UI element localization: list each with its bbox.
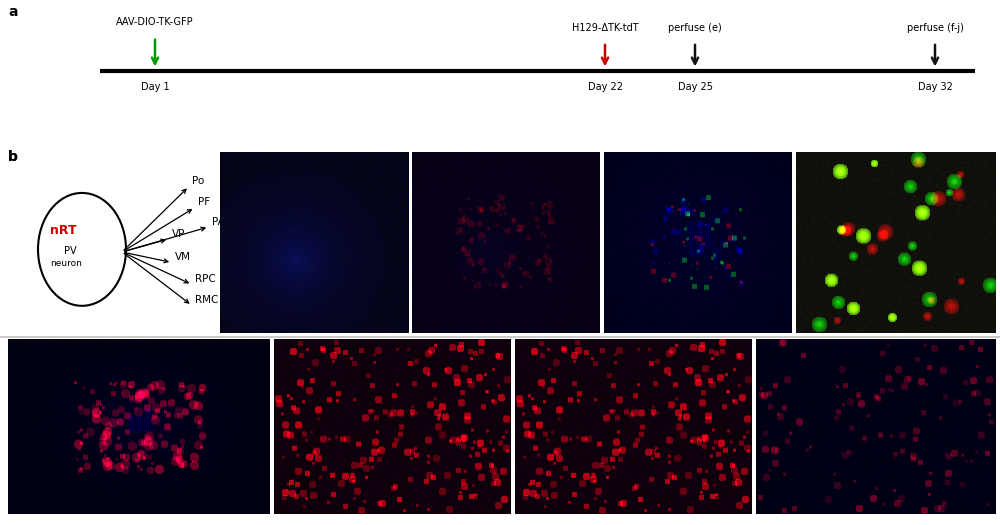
Text: Day 25: Day 25 <box>678 82 712 92</box>
Text: f3: f3 <box>760 342 774 355</box>
Text: Po: Po <box>147 386 157 395</box>
Bar <box>624 257 689 318</box>
Text: 1: 1 <box>68 413 74 422</box>
Text: 100μm: 100μm <box>789 504 816 513</box>
Text: PAG: PAG <box>212 216 233 227</box>
Text: VM: VM <box>137 449 151 458</box>
Text: H129-ΔTK-tdT: H129-ΔTK-tdT <box>572 23 638 33</box>
Text: perfuse (f-j): perfuse (f-j) <box>907 23 963 33</box>
Text: Hoechst: Hoechst <box>755 181 789 190</box>
Text: Day 1: Day 1 <box>141 82 169 92</box>
Text: PV: PV <box>64 246 76 256</box>
Text: VP: VP <box>70 439 82 448</box>
Text: AAV-DIO-TK-GFP: AAV-DIO-TK-GFP <box>116 17 194 27</box>
Text: RMC: RMC <box>195 295 218 306</box>
Text: 1: 1 <box>626 306 632 315</box>
Text: f: f <box>12 342 18 355</box>
Text: VP: VP <box>494 342 506 351</box>
Text: b: b <box>8 150 18 164</box>
Text: 1000μm: 1000μm <box>241 322 272 332</box>
Text: e1: e1 <box>800 155 817 169</box>
Text: d: d <box>416 155 425 169</box>
Text: c: c <box>224 155 231 169</box>
Bar <box>225 250 403 328</box>
Text: tdT: tdT <box>775 169 789 177</box>
Text: a: a <box>8 5 18 19</box>
Text: nRT: nRT <box>386 156 403 165</box>
Text: e: e <box>608 155 616 169</box>
Text: neuron: neuron <box>50 259 82 268</box>
Text: nRT: nRT <box>770 156 787 165</box>
Text: f1: f1 <box>278 342 292 355</box>
Text: 100μm: 100μm <box>548 504 575 513</box>
Text: 2: 2 <box>194 432 199 441</box>
Text: 3: 3 <box>173 392 178 401</box>
Bar <box>74 434 122 465</box>
Bar <box>63 405 199 476</box>
Text: Po: Po <box>980 342 991 351</box>
Text: VP: VP <box>172 228 185 239</box>
Text: 1000μm: 1000μm <box>433 322 464 332</box>
Text: PF: PF <box>198 197 210 207</box>
Text: Day 22: Day 22 <box>588 82 622 92</box>
Text: 1000μm: 1000μm <box>625 322 656 332</box>
Text: f2: f2 <box>519 342 533 355</box>
Text: GFP: GFP <box>772 156 789 165</box>
Text: nRT: nRT <box>50 225 76 237</box>
Text: perfuse (e): perfuse (e) <box>668 23 722 33</box>
Text: Day 32: Day 32 <box>918 82 952 92</box>
Bar <box>417 250 595 328</box>
Text: 1000μm: 1000μm <box>43 504 75 513</box>
Text: Po: Po <box>192 176 204 186</box>
Text: nRT: nRT <box>578 156 595 165</box>
Text: RPC: RPC <box>195 274 216 285</box>
Text: 100μm: 100μm <box>307 504 334 513</box>
Text: b: b <box>8 150 18 164</box>
Text: VM: VM <box>175 252 191 262</box>
Text: VM: VM <box>733 342 747 351</box>
Text: 50μm: 50μm <box>824 322 846 332</box>
